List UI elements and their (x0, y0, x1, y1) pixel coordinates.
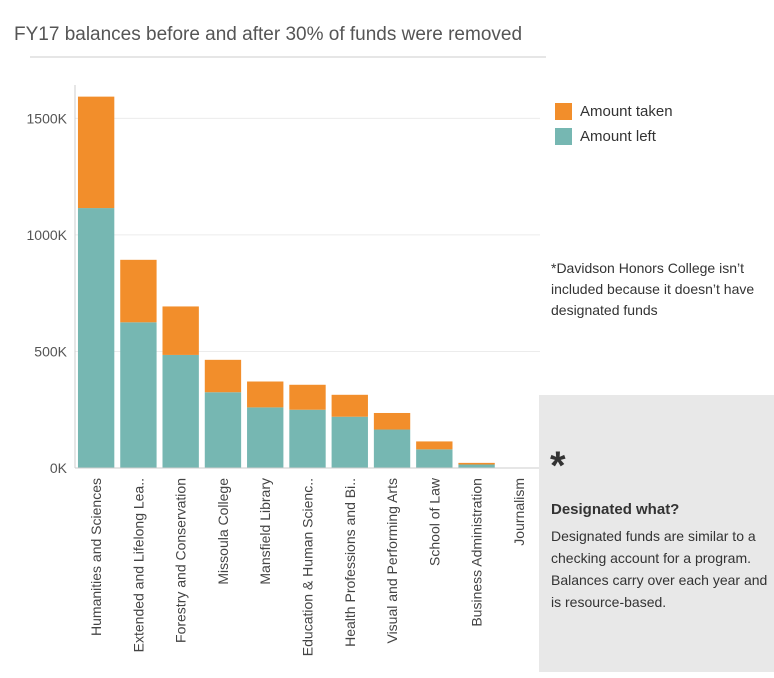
bar-amount-left (204, 392, 242, 468)
bar-amount-left (416, 449, 453, 468)
x-tick-label: Education & Human Scienc.. (300, 478, 316, 656)
bar-amount-taken (162, 306, 199, 355)
x-tick-label: Visual and Performing Arts (384, 478, 400, 644)
y-tick-label: 500K (34, 343, 67, 359)
bar-amount-taken (373, 412, 411, 430)
bar-amount-taken (331, 394, 368, 417)
x-tick-label: Business Administration (469, 478, 485, 627)
info-body-line: Designated funds are similar to a (551, 528, 756, 544)
bar-amount-left (458, 464, 495, 468)
x-tick-label: Mansfield Library (257, 478, 273, 585)
bar-amount-taken (77, 96, 115, 209)
bar-amount-left (247, 407, 284, 468)
footnote: *Davidson Honors College isn’t included … (551, 258, 774, 321)
chart-title: FY17 balances before and after 30% of fu… (14, 24, 523, 45)
bar-amount-left (331, 416, 368, 468)
x-tick-label: Journalism (511, 478, 527, 546)
x-tick-label: Forestry and Conservation (173, 478, 189, 643)
x-tick-label: Extended and Lifelong Lea.. (130, 478, 146, 652)
x-tick-label: Missoula College (215, 478, 231, 585)
bar-amount-taken (204, 359, 242, 393)
bar-amount-left (373, 429, 411, 468)
info-panel: * Designated what? Designated funds are … (539, 395, 774, 672)
stacked-bar-chart: 0K 500K 1000K 1500K Humanities and Sciences E… (27, 85, 540, 656)
bar-amount-left (77, 208, 115, 469)
bar-amount-left (162, 354, 199, 468)
legend-item-amount-taken[interactable]: Amount taken (555, 99, 673, 124)
title-divider (30, 56, 546, 58)
y-tick-label: 1500K (27, 110, 68, 126)
info-body-line: checking account for a program. (551, 550, 751, 566)
bar-amount-taken (458, 462, 495, 465)
x-tick-label: Health Professions and Bi.. (342, 478, 358, 647)
legend-swatch-left (555, 128, 572, 145)
y-tick-label: 1000K (27, 227, 68, 243)
info-body-line: Balances carry over each year and (551, 572, 768, 588)
info-body-line: is resource-based. (551, 594, 667, 610)
legend-label-taken: Amount taken (580, 103, 673, 120)
asterisk-icon: * (550, 444, 566, 488)
bar-amount-taken (120, 259, 157, 323)
x-tick-label: Humanities and Sciences (88, 478, 104, 636)
bar-amount-left (120, 322, 157, 468)
legend: Amount taken Amount left (555, 99, 673, 149)
legend-label-left: Amount left (580, 128, 656, 145)
info-heading: Designated what? (551, 501, 680, 518)
footnote-line: included because it doesn’t have (551, 281, 755, 297)
legend-swatch-taken (555, 103, 572, 120)
bar-amount-left (289, 409, 326, 468)
bar-amount-taken (416, 441, 453, 450)
bar-amount-taken (289, 384, 326, 410)
footnote-line: designated funds (551, 302, 658, 318)
bar-amount-taken (247, 381, 284, 408)
footnote-line: *Davidson Honors College isn’t (551, 260, 744, 276)
y-tick-label: 0K (50, 460, 68, 476)
x-tick-label: School of Law (426, 477, 442, 566)
legend-item-amount-left[interactable]: Amount left (555, 124, 673, 149)
info-body: Designated funds are similar to a checki… (551, 525, 767, 613)
